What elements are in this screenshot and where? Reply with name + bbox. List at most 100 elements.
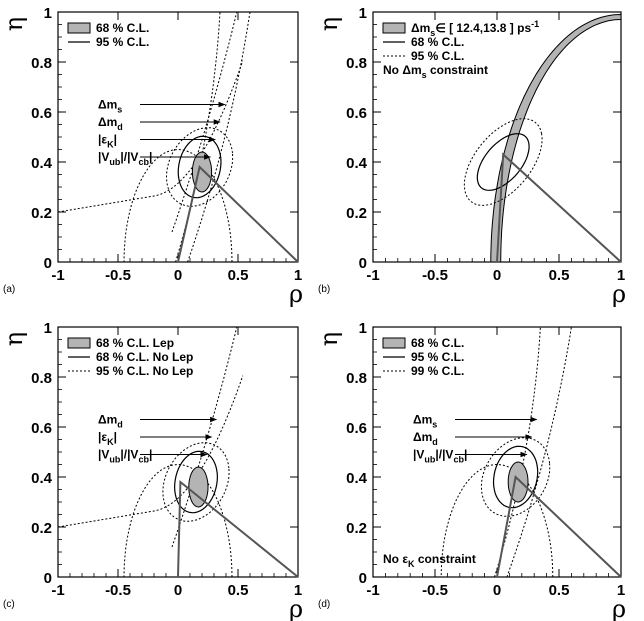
legend-entry: 95 % C.L. (411, 49, 464, 63)
legend-entry: 95 % C.L. (96, 35, 149, 49)
legend-swatch-filled (382, 337, 406, 349)
constraint-label: |εK​| (98, 133, 117, 150)
legend-entry: 95 % C.L. (411, 350, 464, 364)
x-axis-title: ρ (612, 280, 626, 308)
constraint-label: Δms​ (98, 98, 122, 115)
y-tick-label: 0.6 (31, 105, 52, 122)
legend-entry: 68 % C.L. (411, 336, 464, 350)
x-tick-label: -0.5 (422, 267, 448, 284)
y-tick-label: 0.8 (31, 55, 52, 72)
x-tick-label: 0 (174, 582, 182, 599)
x-tick-label: 0 (493, 582, 501, 599)
constraint-label: |Vub​|/|Vcb​| (413, 448, 467, 465)
dms-band (490, 13, 622, 263)
y-tick-label: 0 (359, 255, 367, 272)
constraint-label: Δmd​ (98, 115, 123, 132)
dm-band-edge (494, 326, 541, 578)
panel-tag: (d) (318, 599, 330, 610)
unitarity-triangle (496, 152, 622, 263)
constraint-label: |Vub​|/|Vcb​| (98, 150, 152, 167)
legend-swatch-filled (67, 22, 91, 34)
epsk-curve (57, 60, 244, 213)
y-tick-label: 1 (44, 5, 52, 22)
y-tick-label: 0.4 (31, 155, 53, 172)
y-tick-label: 0 (44, 255, 52, 272)
vub-circle (123, 463, 233, 578)
contour-outer (165, 127, 234, 207)
x-tick-label: 0 (174, 267, 182, 284)
y-tick-label: 0.8 (346, 370, 367, 387)
x-tick-label: -1 (51, 267, 64, 284)
x-axis-title: ρ (289, 595, 303, 621)
x-tick-label: 0.5 (549, 267, 570, 284)
y-tick-label: 0.4 (346, 155, 368, 172)
legend-entry: No Δms​ constraint (383, 63, 488, 80)
y-tick-label: 0.2 (31, 205, 52, 222)
epsk-curve (57, 375, 244, 528)
constraint-label: Δmd​ (413, 430, 438, 447)
contour-outer (162, 442, 230, 522)
x-tick-label: 0 (493, 267, 501, 284)
unitarity-triangle (496, 475, 622, 578)
constraint-label: |Vub​|/|Vcb​| (98, 448, 152, 465)
legend-swatch-filled (67, 337, 91, 349)
unitarity-triangle (177, 479, 299, 578)
legend-entry: Δms​∈ [ 12.4,13.8 ] ps-1​ (411, 19, 539, 38)
no-constraint-note: No εK​ constraint (383, 552, 476, 569)
x-tick-label: 1 (617, 582, 625, 599)
y-tick-label: 1 (359, 5, 367, 22)
legend-entry: 68 % C.L. No Lep (96, 350, 193, 364)
contour-mid (476, 133, 530, 191)
constraint-label: |εK​| (98, 430, 117, 447)
x-tick-label: 0.5 (549, 582, 570, 599)
vub-circle (440, 463, 554, 578)
x-axis-title: ρ (612, 595, 626, 621)
contour-inner (188, 466, 209, 508)
unitarity-triangle (177, 165, 299, 263)
y-axis-title: η (315, 17, 343, 31)
y-tick-label: 0.4 (346, 470, 368, 487)
legend-entry: 99 % C.L. (411, 364, 464, 378)
panel-tag: (a) (3, 284, 15, 295)
panel-tag: (b) (318, 284, 330, 295)
x-tick-label: -1 (366, 582, 379, 599)
x-tick-label: -1 (366, 267, 379, 284)
legend-entry: 68 % C.L. Lep (96, 336, 174, 350)
contour-mid (177, 135, 222, 199)
legend-entry: 95 % C.L. No Lep (96, 364, 193, 378)
x-tick-label: 1 (617, 267, 625, 284)
y-tick-label: 0.6 (346, 420, 367, 437)
y-tick-label: 0.6 (346, 105, 367, 122)
legend-entry: 68 % C.L. (96, 21, 149, 35)
y-tick-label: 0.8 (346, 55, 367, 72)
panel-tag: (c) (3, 599, 15, 610)
x-tick-label: 1 (294, 582, 302, 599)
contour-mid (492, 445, 539, 509)
x-tick-label: -0.5 (105, 582, 131, 599)
y-tick-label: 0.2 (346, 520, 367, 537)
legend-swatch-filled (382, 22, 406, 34)
legend-entry: 68 % C.L. (411, 35, 464, 49)
y-axis-title: η (315, 332, 343, 346)
x-axis-title: ρ (289, 280, 303, 308)
y-tick-label: 1 (359, 320, 367, 337)
y-tick-label: 0.4 (31, 470, 53, 487)
contour-outer (463, 118, 543, 206)
y-tick-label: 0.6 (31, 420, 52, 437)
constraint-label: Δmd​ (98, 413, 123, 430)
x-tick-label: -0.5 (422, 582, 448, 599)
vub-circle (123, 148, 233, 263)
dm-band-edge (506, 326, 572, 578)
y-tick-label: 0 (359, 570, 367, 587)
x-tick-label: -1 (51, 582, 64, 599)
y-axis-title: η (0, 17, 28, 31)
y-axis-title: η (0, 332, 28, 346)
constraint-label: Δms​ (413, 413, 437, 430)
x-tick-label: 1 (294, 267, 302, 284)
plot-frame (57, 11, 299, 263)
y-tick-label: 0.2 (346, 205, 367, 222)
